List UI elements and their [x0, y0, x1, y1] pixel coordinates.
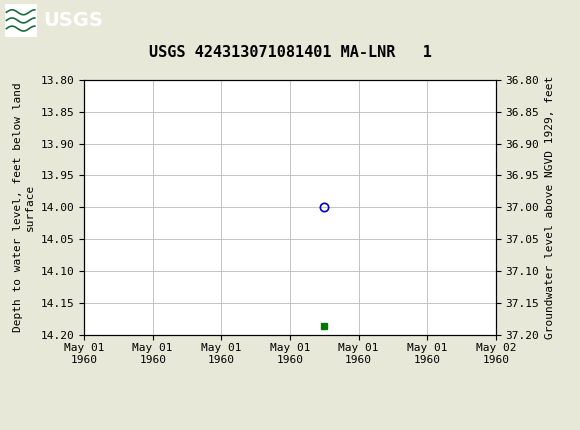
Text: USGS 424313071081401 MA-LNR   1: USGS 424313071081401 MA-LNR 1 — [148, 45, 432, 60]
Y-axis label: Depth to water level, feet below land
surface: Depth to water level, feet below land su… — [13, 83, 35, 332]
Bar — [5, 4, 37, 37]
Text: USGS: USGS — [44, 11, 103, 30]
Y-axis label: Groundwater level above NGVD 1929, feet: Groundwater level above NGVD 1929, feet — [545, 76, 555, 339]
